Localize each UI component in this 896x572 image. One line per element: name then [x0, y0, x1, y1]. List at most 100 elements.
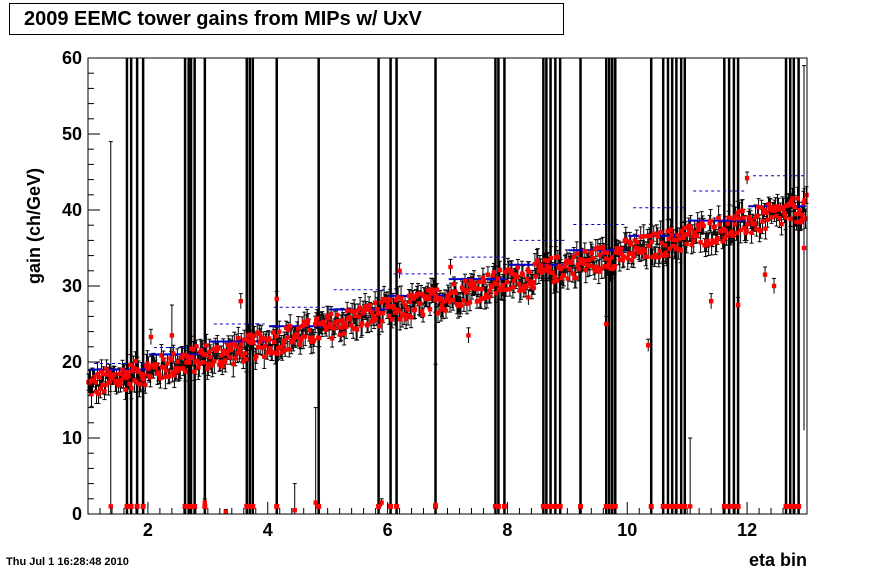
- dead-channel-point: [495, 503, 501, 509]
- gain-point: [257, 331, 262, 337]
- gain-point: [779, 221, 784, 227]
- gain-point: [464, 301, 470, 306]
- gain-point: [461, 298, 467, 303]
- gain-point: [576, 266, 582, 272]
- gain-point: [626, 251, 631, 257]
- gain-point: [299, 337, 304, 342]
- gain-point: [545, 258, 551, 264]
- gain-point: [272, 339, 277, 345]
- gain-point: [326, 324, 332, 330]
- gain-point: [586, 257, 592, 263]
- gain-point: [594, 264, 599, 270]
- gain-point: [231, 361, 236, 367]
- gain-point: [559, 275, 565, 281]
- gain-point: [144, 363, 149, 369]
- gain-point: [648, 233, 653, 239]
- gain-point: [135, 367, 140, 372]
- gain-point: [697, 223, 702, 228]
- gain-point: [397, 317, 403, 322]
- gain-point: [379, 319, 385, 324]
- gain-point: [184, 360, 189, 365]
- gain-point: [679, 228, 684, 234]
- outlier-point: [148, 334, 154, 340]
- gain-point: [486, 294, 492, 300]
- gain-point: [769, 215, 774, 220]
- x-tick-label: 10: [617, 520, 637, 540]
- dead-channel-point: [726, 503, 732, 509]
- dead-channel-point: [606, 503, 612, 509]
- gain-point: [156, 370, 161, 375]
- gain-point: [668, 227, 673, 233]
- gain-point: [376, 324, 382, 329]
- x-tick-label: 8: [502, 520, 512, 540]
- gain-point: [323, 327, 329, 333]
- gain-point: [688, 225, 693, 231]
- gain-point: [619, 251, 624, 257]
- gain-point: [303, 322, 309, 328]
- gain-point: [261, 336, 266, 341]
- gain-point: [197, 361, 202, 366]
- gain-point: [373, 316, 379, 321]
- gain-point: [405, 313, 411, 318]
- gain-point: [717, 222, 722, 227]
- gain-point: [234, 344, 239, 349]
- gain-point: [385, 300, 391, 305]
- gain-point: [777, 216, 782, 221]
- gain-point: [630, 250, 635, 256]
- gain-point: [504, 279, 510, 285]
- gain-point: [657, 248, 662, 254]
- gain-point: [260, 345, 265, 350]
- dead-channel-point: [682, 503, 688, 509]
- y-axis-title: gain (ch/GeV): [24, 168, 44, 284]
- gain-point: [125, 369, 130, 375]
- gain-point: [228, 355, 233, 360]
- gain-point: [481, 279, 487, 285]
- outlier-point: [202, 500, 208, 505]
- gain-point: [101, 371, 106, 377]
- gain-point: [322, 323, 328, 329]
- gain-point: [678, 248, 683, 253]
- gain-point: [479, 286, 485, 292]
- gain-point: [766, 202, 771, 207]
- gain-point: [277, 329, 282, 334]
- gain-point: [201, 360, 206, 365]
- gain-point: [509, 269, 515, 274]
- gain-point: [409, 292, 415, 298]
- gain-point: [194, 344, 199, 349]
- gain-point: [369, 310, 375, 315]
- gain-point: [217, 362, 222, 367]
- gain-point: [187, 360, 192, 365]
- gain-point: [732, 222, 737, 227]
- gain-point: [210, 362, 215, 367]
- gain-point: [554, 278, 560, 283]
- gain-point: [236, 335, 241, 341]
- outlier-point: [313, 500, 318, 505]
- gain-point: [714, 240, 719, 245]
- gain-point: [191, 347, 196, 352]
- gain-point: [675, 232, 680, 238]
- timestamp: Thu Jul 1 16:28:48 2010: [6, 556, 129, 568]
- gain-point: [653, 252, 658, 258]
- gain-point: [433, 293, 439, 298]
- gain-point: [384, 304, 390, 310]
- gain-point: [669, 232, 674, 237]
- gain-point: [205, 366, 210, 372]
- gain-point: [378, 300, 384, 305]
- gain-point: [241, 359, 246, 364]
- gain-point: [89, 392, 94, 397]
- gain-point: [478, 296, 484, 301]
- gain-point: [518, 285, 524, 291]
- gain-point: [705, 238, 710, 244]
- gain-point: [523, 284, 529, 290]
- gain-point: [795, 196, 800, 201]
- gain-point: [562, 264, 568, 269]
- gain-point: [684, 241, 689, 247]
- gain-point: [287, 347, 292, 352]
- gain-point: [130, 369, 135, 374]
- gain-point: [136, 369, 141, 374]
- gain-point: [220, 364, 225, 369]
- gain-point: [649, 239, 654, 245]
- dead-channel-point: [731, 503, 737, 509]
- dead-channel-point: [394, 503, 400, 509]
